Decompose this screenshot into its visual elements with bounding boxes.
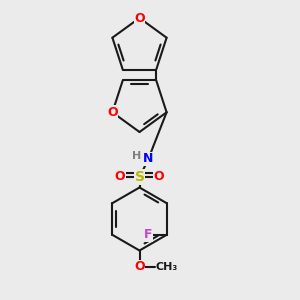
Text: O: O bbox=[154, 170, 164, 184]
Text: CH₃: CH₃ bbox=[156, 262, 178, 272]
Text: N: N bbox=[143, 152, 154, 166]
Text: H: H bbox=[133, 151, 142, 161]
Text: O: O bbox=[134, 260, 145, 274]
Text: O: O bbox=[107, 106, 118, 119]
Text: S: S bbox=[134, 170, 145, 184]
Text: O: O bbox=[115, 170, 125, 184]
Text: F: F bbox=[144, 228, 152, 241]
Text: O: O bbox=[134, 11, 145, 25]
